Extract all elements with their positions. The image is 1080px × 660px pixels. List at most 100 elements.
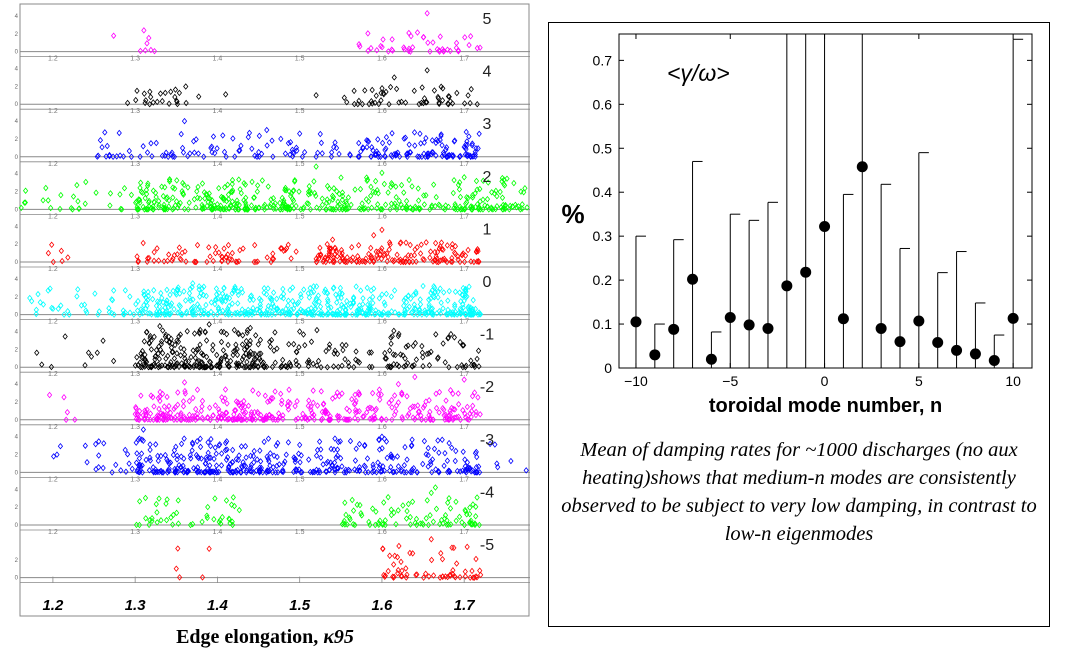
data-point — [238, 142, 244, 149]
data-point — [407, 204, 413, 212]
data-point — [210, 257, 216, 265]
data-point — [149, 515, 155, 522]
data-point — [257, 303, 264, 311]
data-point — [497, 188, 503, 196]
data-point — [194, 188, 200, 195]
data-point — [258, 357, 264, 365]
data-point — [228, 357, 234, 365]
data-point — [225, 241, 232, 249]
data-point — [180, 191, 187, 198]
data-point — [403, 565, 409, 572]
data-point — [427, 48, 433, 55]
data-point — [433, 390, 439, 397]
data-point — [203, 292, 209, 300]
data-point — [178, 130, 184, 138]
data-point — [475, 145, 481, 152]
data-point — [439, 142, 445, 149]
data-point — [230, 135, 236, 142]
strip-x-tick-label: 1.3 — [130, 161, 140, 168]
data-point — [161, 258, 167, 265]
data-point — [439, 436, 445, 444]
data-point — [485, 179, 491, 186]
data-point — [467, 410, 473, 417]
data-point — [421, 201, 427, 208]
data-point — [75, 198, 81, 205]
strip-x-tick-label: 1.3 — [130, 424, 140, 431]
data-point — [285, 241, 291, 249]
data-point — [478, 571, 484, 579]
data-point — [294, 398, 300, 405]
data-point — [127, 309, 133, 316]
data-point — [388, 200, 395, 207]
data-point — [171, 153, 178, 161]
data-point — [438, 131, 444, 138]
data-point — [370, 293, 376, 301]
data-point — [152, 353, 158, 360]
data-point — [381, 299, 387, 306]
data-point — [417, 296, 423, 303]
data-point — [331, 466, 338, 473]
data-point — [470, 296, 476, 304]
data-point — [418, 140, 424, 147]
data-point — [388, 340, 394, 347]
data-point — [358, 148, 364, 155]
data-point — [460, 406, 466, 414]
data-point — [366, 305, 372, 313]
data-point — [315, 149, 321, 157]
data-point — [323, 347, 329, 355]
data-point — [370, 416, 376, 423]
data-point — [166, 402, 172, 410]
data-point — [308, 406, 314, 414]
data-point — [282, 150, 289, 157]
data-point — [473, 145, 479, 152]
data-point — [474, 100, 480, 108]
data-point — [179, 144, 186, 152]
data-point — [141, 291, 148, 299]
data-point — [468, 310, 475, 317]
data-point — [445, 499, 451, 507]
data-point — [210, 346, 216, 354]
data-point — [159, 183, 165, 190]
data-point — [341, 469, 347, 476]
data-point — [153, 139, 159, 147]
data-point — [284, 204, 290, 212]
data-point — [239, 306, 245, 313]
data-point — [190, 394, 196, 402]
data-point — [143, 186, 150, 194]
data-point — [329, 149, 335, 156]
data-point — [337, 306, 343, 313]
data-point — [406, 141, 412, 148]
data-point — [278, 293, 284, 301]
data-point — [351, 100, 357, 108]
data-point — [376, 100, 382, 108]
data-point — [257, 301, 263, 308]
data-point — [177, 331, 184, 338]
strip-x-tick-label: 1.5 — [295, 108, 305, 115]
data-point — [329, 462, 335, 469]
data-point — [205, 439, 211, 446]
data-point — [196, 328, 202, 336]
data-point — [409, 468, 415, 476]
data-point — [188, 305, 194, 313]
strip-y-tick-label: 4 — [15, 224, 19, 230]
data-point — [141, 27, 147, 34]
data-point — [388, 453, 394, 460]
data-point — [313, 466, 320, 474]
data-point — [290, 297, 296, 305]
data-point — [264, 453, 270, 460]
data-point — [468, 520, 474, 527]
data-point — [303, 414, 309, 421]
data-point — [263, 469, 270, 476]
data-point — [138, 392, 144, 399]
data-point — [163, 309, 169, 316]
data-point — [48, 204, 54, 212]
data-point — [344, 405, 350, 413]
data-point — [143, 358, 150, 366]
data-point — [353, 283, 359, 290]
data-point — [181, 181, 187, 189]
data-point — [457, 416, 464, 423]
data-point — [336, 190, 342, 198]
data-point — [356, 440, 363, 448]
data-point — [373, 151, 379, 159]
